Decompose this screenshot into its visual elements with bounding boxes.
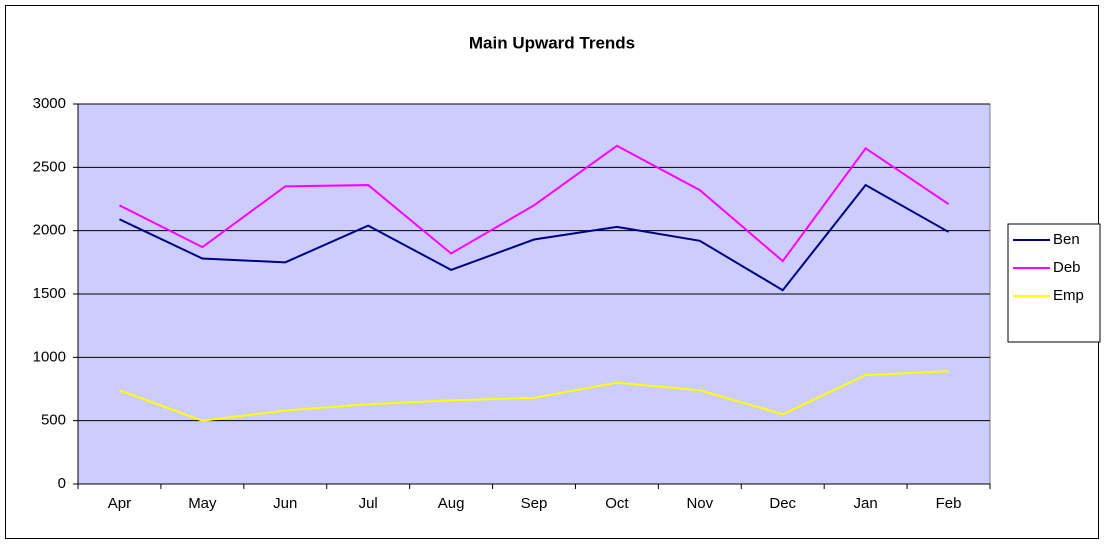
- y-tick-label: 2500: [33, 158, 66, 175]
- y-tick-label: 500: [41, 412, 66, 429]
- x-tick-label: Jan: [854, 495, 878, 512]
- line-series: [119, 144, 950, 263]
- x-tick-label: Apr: [108, 495, 131, 512]
- x-tick-label: Dec: [769, 495, 796, 512]
- x-tick-label: Jun: [273, 495, 297, 512]
- y-tick-label: 1500: [33, 285, 66, 302]
- x-tick-label: Nov: [686, 495, 713, 512]
- chart-title: Main Upward Trends: [469, 33, 635, 52]
- line-series: [119, 183, 950, 292]
- legend-label: Emp: [1053, 287, 1084, 304]
- x-tick-label: May: [188, 495, 217, 512]
- x-tick-label: Aug: [438, 495, 465, 512]
- x-tick-label: Sep: [521, 495, 548, 512]
- x-tick-label: Feb: [936, 495, 962, 512]
- legend-box: [1007, 223, 1101, 343]
- x-tick-label: Jul: [359, 495, 378, 512]
- legend-label: Deb: [1053, 259, 1081, 276]
- line-series: [119, 370, 949, 422]
- y-tick-label: 0: [58, 475, 66, 492]
- x-tick-label: Oct: [605, 495, 629, 512]
- y-tick-label: 2000: [33, 222, 66, 239]
- legend-label: Ben: [1053, 231, 1080, 248]
- y-tick-label: 1000: [33, 348, 66, 365]
- y-tick-label: 3000: [33, 95, 66, 112]
